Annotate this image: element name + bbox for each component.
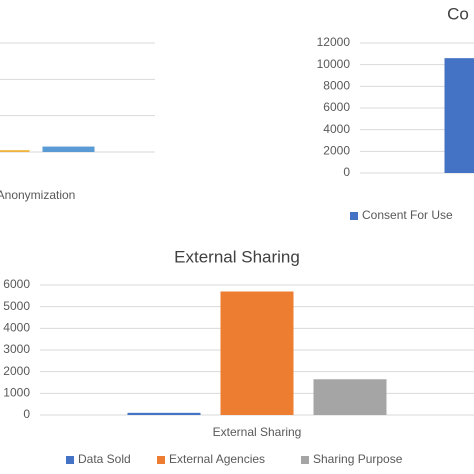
legend-swatch xyxy=(157,456,165,464)
y-tick-label: 2000 xyxy=(3,364,30,378)
y-tick-label: 8000 xyxy=(323,79,350,93)
y-tick-label: 2000 xyxy=(323,144,350,158)
y-tick-label: 6000 xyxy=(3,277,30,291)
chart-title: Co xyxy=(447,4,469,23)
legend-swatch xyxy=(301,456,309,464)
y-tick-label: 1000 xyxy=(3,386,30,400)
y-tick-label: 0 xyxy=(343,165,350,179)
y-tick-label: 10000 xyxy=(317,57,351,71)
y-tick-label: 12000 xyxy=(317,35,351,49)
bar xyxy=(313,379,387,415)
legend-swatch xyxy=(66,456,74,464)
legend-label: Consent For Use xyxy=(362,208,453,222)
bar xyxy=(444,58,474,173)
x-tick-label: External Sharing xyxy=(213,425,302,439)
bar xyxy=(220,291,294,415)
legend-label: External Agencies xyxy=(169,452,265,466)
y-tick-label: 3000 xyxy=(3,342,30,356)
bar xyxy=(127,412,201,415)
x-tick-label: Anonymization xyxy=(0,188,75,202)
y-tick-label: 0 xyxy=(23,407,30,421)
chart-title: External Sharing xyxy=(174,247,300,266)
y-tick-label: 5000 xyxy=(3,299,30,313)
y-tick-label: 4000 xyxy=(323,122,350,136)
y-tick-label: 4000 xyxy=(3,321,30,335)
y-tick-label: 6000 xyxy=(323,100,350,114)
legend-label: Data Sold xyxy=(78,452,131,466)
bar xyxy=(42,146,95,152)
legend-swatch xyxy=(350,212,358,220)
legend-label: Sharing Purpose xyxy=(313,452,403,466)
bar xyxy=(0,150,30,152)
